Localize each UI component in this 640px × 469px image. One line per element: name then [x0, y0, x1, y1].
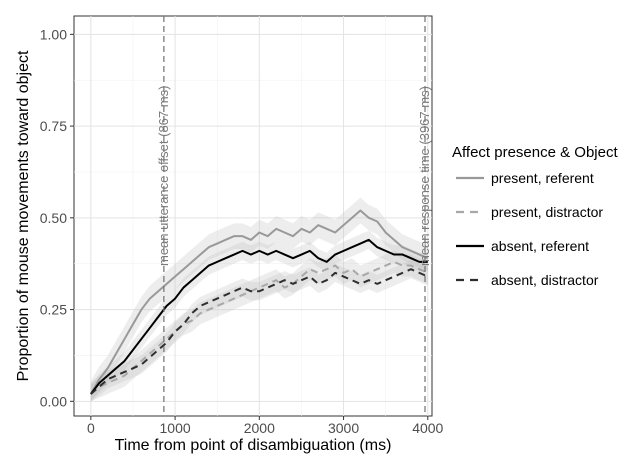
legend: Affect presence & Object present, refere…	[452, 144, 618, 288]
x-axis-title: Time from point of disambiguation (ms)	[115, 437, 392, 454]
ribbon-present-distractor	[90, 250, 428, 402]
y-tick-label: 0.75	[40, 118, 67, 134]
legend-label: absent, distractor	[491, 272, 599, 288]
legend-title: Affect presence & Object	[452, 144, 618, 161]
legend-items: present, referent present, distractor abse…	[456, 170, 603, 288]
annotation-layer: mean utterance offset (867 ms) mean respo…	[156, 16, 432, 416]
x-tick-label: 4000	[412, 420, 443, 436]
y-tick-label: 1.00	[40, 26, 67, 42]
y-tick-label: 0.50	[40, 210, 67, 226]
y-tick-label: 0.00	[40, 393, 67, 409]
series-line-absent-distractor	[90, 268, 429, 395]
ribbon-present-referent	[90, 197, 428, 402]
x-tick-label: 0	[87, 420, 95, 436]
y-tick-label: 0.25	[40, 302, 67, 318]
legend-label: absent, referent	[491, 238, 589, 254]
axis-layer: 0 1000 2000 3000 4000 0.00 0.25 0.50 0.75 1.00	[40, 26, 444, 436]
legend-label: present, referent	[491, 170, 594, 186]
x-tick-label: 2000	[244, 420, 275, 436]
series-line-absent-referent	[90, 238, 428, 395]
ribbon-absent-distractor	[90, 260, 428, 402]
annotation-label: mean utterance offset (867 ms)	[156, 86, 171, 266]
series-line-present-referent	[89, 209, 429, 395]
legend-label: present, distractor	[491, 204, 603, 220]
line-layer	[89, 209, 429, 395]
annotation-label: mean response time (3967 ms)	[417, 86, 432, 266]
x-tick-label: 1000	[160, 420, 191, 436]
y-axis-title: Proportion of mouse movements toward obj…	[15, 50, 32, 381]
x-tick-label: 3000	[328, 420, 359, 436]
